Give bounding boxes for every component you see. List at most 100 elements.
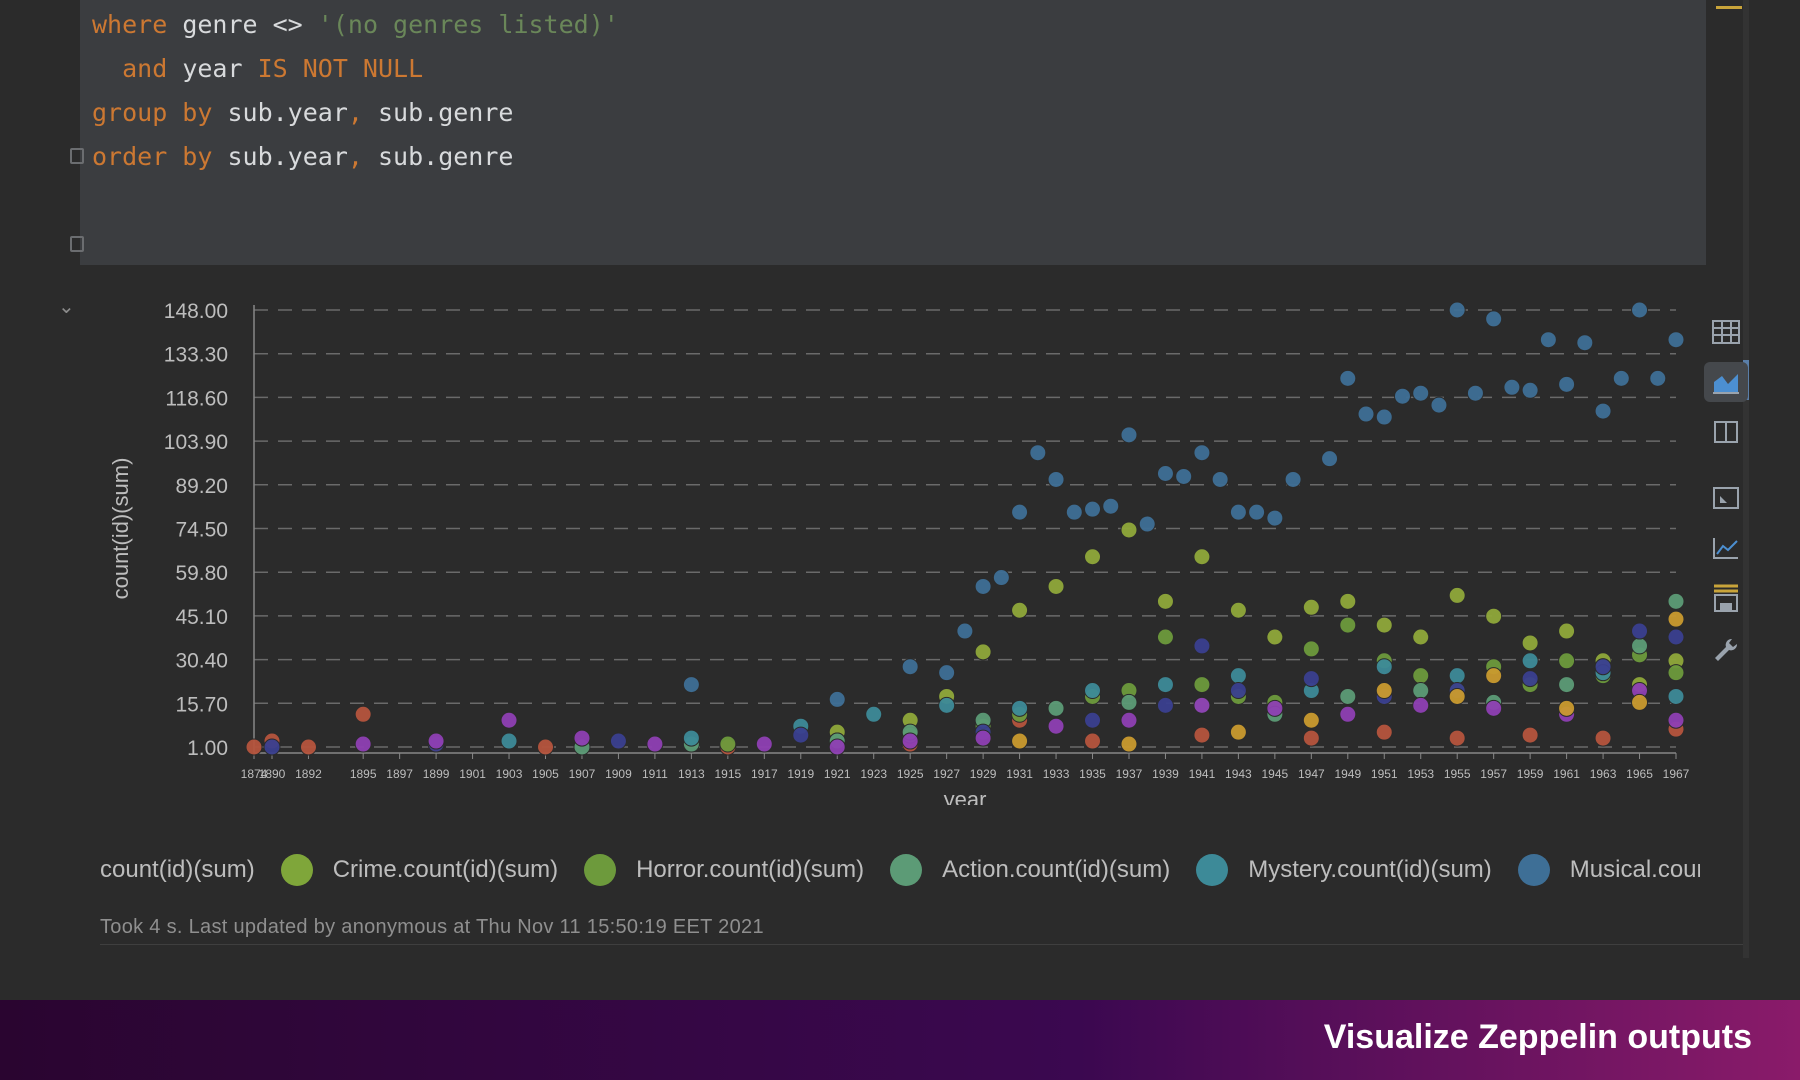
data-point bbox=[938, 664, 956, 682]
data-point bbox=[1084, 500, 1102, 518]
data-point bbox=[1193, 726, 1211, 744]
legend-label: Crime.count(id)(sum) bbox=[332, 856, 559, 883]
code-editor[interactable]: where genre <> '(no genres listed)' and … bbox=[80, 0, 1706, 265]
code-line-3: group by sub.year, sub.genre bbox=[92, 96, 513, 130]
promo-banner: Visualize Zeppelin outputs bbox=[0, 1000, 1800, 1080]
data-point bbox=[1594, 402, 1612, 420]
run-status: Took 4 s. Last updated by anonymous at T… bbox=[100, 916, 764, 938]
code-token: where bbox=[92, 10, 168, 39]
legend-item[interactable]: Action.count(id)(sum) bbox=[890, 854, 1170, 886]
data-point bbox=[500, 732, 518, 750]
data-point bbox=[1339, 616, 1357, 634]
data-point bbox=[719, 735, 737, 753]
data-point bbox=[1156, 676, 1174, 694]
data-point bbox=[1485, 667, 1503, 685]
legend-item[interactable]: Crime.count(id)(sum) bbox=[280, 854, 559, 886]
data-point bbox=[1229, 503, 1247, 521]
data-point bbox=[299, 738, 317, 756]
code-token: , bbox=[347, 142, 363, 171]
y-tick-label: 15.70 bbox=[175, 693, 228, 716]
data-point bbox=[1393, 387, 1411, 405]
x-tick-label: 1939 bbox=[1152, 767, 1179, 781]
legend-item[interactable]: Mystery.count(id)(sum) bbox=[1196, 854, 1492, 886]
y-tick-label: 133.30 bbox=[164, 344, 228, 367]
data-point bbox=[682, 729, 700, 747]
data-point bbox=[354, 735, 372, 753]
data-point bbox=[537, 738, 555, 756]
data-point bbox=[1558, 375, 1576, 393]
data-point bbox=[1448, 301, 1466, 319]
data-point bbox=[1375, 616, 1393, 634]
x-tick-label: 1951 bbox=[1371, 767, 1398, 781]
line-chart-icon[interactable] bbox=[1704, 528, 1748, 568]
x-tick-label: 1919 bbox=[787, 767, 814, 781]
data-point bbox=[1120, 735, 1138, 753]
data-point bbox=[1339, 592, 1357, 610]
data-point bbox=[1302, 670, 1320, 688]
x-tick-label: 1949 bbox=[1334, 767, 1361, 781]
x-tick-label: 1965 bbox=[1626, 767, 1653, 781]
data-point bbox=[1229, 601, 1247, 619]
data-point bbox=[1266, 699, 1284, 717]
wrench-icon[interactable] bbox=[1704, 630, 1748, 670]
legend-item[interactable]: count(id)(sum) bbox=[100, 856, 255, 884]
data-point bbox=[1503, 378, 1521, 396]
data-point bbox=[1612, 369, 1630, 387]
x-tick-label: 1909 bbox=[605, 767, 632, 781]
y-tick-label: 89.20 bbox=[175, 475, 228, 498]
scrollbar-track[interactable] bbox=[1743, 0, 1749, 958]
data-point bbox=[1302, 729, 1320, 747]
data-point bbox=[938, 696, 956, 714]
area-chart-icon[interactable] bbox=[1704, 362, 1748, 402]
data-point bbox=[354, 705, 372, 723]
x-tick-label: 1925 bbox=[897, 767, 924, 781]
table-icon[interactable] bbox=[1704, 312, 1748, 352]
x-tick-label: 1913 bbox=[678, 767, 705, 781]
data-point bbox=[992, 569, 1010, 587]
minimap-marker bbox=[1716, 6, 1742, 9]
data-point bbox=[427, 732, 445, 750]
data-point bbox=[1011, 601, 1029, 619]
data-point bbox=[1448, 687, 1466, 705]
code-token: sub.year bbox=[212, 142, 348, 171]
data-point bbox=[263, 738, 281, 756]
legend-label: Musical.coun bbox=[1569, 856, 1700, 883]
fold-marker-icon[interactable] bbox=[70, 236, 84, 252]
x-tick-label: 1897 bbox=[386, 767, 413, 781]
column-chart-icon[interactable] bbox=[1704, 412, 1748, 452]
data-point bbox=[974, 577, 992, 595]
data-point bbox=[1412, 628, 1430, 646]
x-tick-label: 1923 bbox=[860, 767, 887, 781]
data-point bbox=[1594, 658, 1612, 676]
data-point bbox=[1448, 586, 1466, 604]
x-tick-label: 1895 bbox=[350, 767, 377, 781]
data-point bbox=[1558, 676, 1576, 694]
data-point bbox=[1065, 503, 1083, 521]
banner-title: Visualize Zeppelin outputs bbox=[1323, 1018, 1752, 1056]
chevron-down-icon[interactable]: ⌄ bbox=[58, 296, 75, 318]
legend-item[interactable]: Horror.count(id)(sum) bbox=[584, 854, 864, 886]
data-point bbox=[1412, 384, 1430, 402]
data-point bbox=[974, 643, 992, 661]
data-point bbox=[1102, 497, 1120, 515]
data-point bbox=[1029, 444, 1047, 462]
data-point bbox=[1120, 426, 1138, 444]
code-token: year bbox=[167, 54, 258, 83]
x-tick-label: 1907 bbox=[569, 767, 596, 781]
data-point bbox=[1193, 444, 1211, 462]
data-point bbox=[1339, 369, 1357, 387]
fold-marker-icon[interactable] bbox=[70, 148, 84, 164]
data-point bbox=[828, 738, 846, 756]
data-point bbox=[1156, 628, 1174, 646]
data-point bbox=[1193, 696, 1211, 714]
pie-frame-icon[interactable] bbox=[1704, 478, 1748, 518]
x-tick-label: 1947 bbox=[1298, 767, 1325, 781]
data-point bbox=[1047, 717, 1065, 735]
code-token: and bbox=[92, 54, 168, 83]
data-point bbox=[1248, 503, 1266, 521]
data-point bbox=[1302, 640, 1320, 658]
save-icon[interactable] bbox=[1704, 578, 1748, 618]
legend-item[interactable]: Musical.coun bbox=[1517, 854, 1700, 886]
data-point bbox=[1302, 598, 1320, 616]
y-axis-label: count(id)(sum) bbox=[108, 458, 133, 600]
